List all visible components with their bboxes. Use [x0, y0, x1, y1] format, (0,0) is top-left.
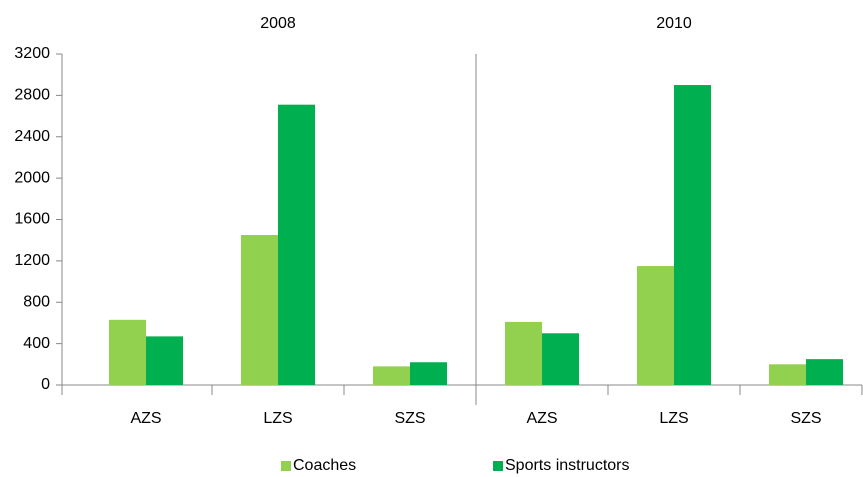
x-tick-label: SZS [394, 410, 425, 427]
bar [769, 364, 806, 385]
bar [806, 359, 843, 385]
y-tick-label: 3200 [14, 45, 50, 62]
y-tick-label: 0 [41, 376, 50, 393]
x-tick-label: AZS [130, 410, 161, 427]
group-label: 2008 [260, 15, 296, 32]
x-tick-label: AZS [526, 410, 557, 427]
x-tick-label: SZS [790, 410, 821, 427]
legend-swatch [493, 461, 503, 471]
bar [146, 336, 183, 385]
group-label: 2010 [656, 15, 692, 32]
bar [109, 319, 146, 385]
bar [410, 362, 447, 385]
x-tick-label: LZS [659, 410, 688, 427]
y-tick-label: 2000 [14, 169, 50, 186]
y-tick-label: 800 [23, 293, 50, 310]
bar [674, 85, 711, 385]
y-tick-label: 2400 [14, 128, 50, 145]
y-tick-label: 2800 [14, 87, 50, 104]
y-tick-label: 400 [23, 335, 50, 352]
bar [373, 366, 410, 385]
legend-label: Sports instructors [505, 457, 629, 474]
legend-label: Coaches [293, 457, 356, 474]
bar [241, 235, 278, 385]
y-tick-label: 1600 [14, 211, 50, 228]
y-tick-label: 1200 [14, 252, 50, 269]
legend-swatch [281, 461, 291, 471]
bar [637, 266, 674, 385]
bar [278, 104, 315, 385]
bar [542, 333, 579, 385]
x-tick-label: LZS [263, 410, 292, 427]
bar [505, 321, 542, 385]
